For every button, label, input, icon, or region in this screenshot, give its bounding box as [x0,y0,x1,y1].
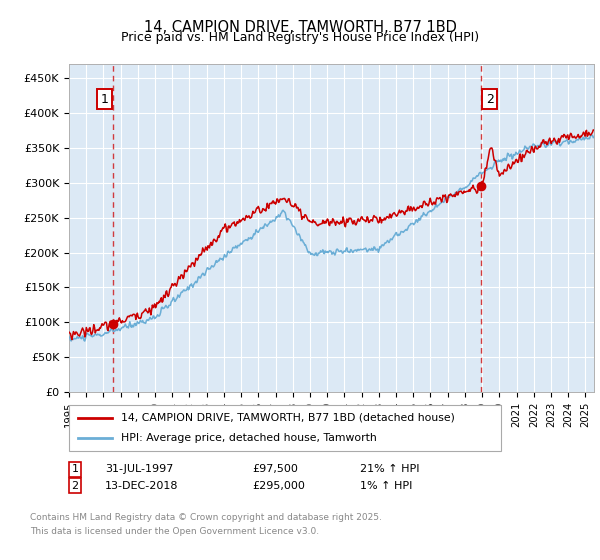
Text: This data is licensed under the Open Government Licence v3.0.: This data is licensed under the Open Gov… [30,528,319,536]
Text: 2: 2 [71,480,79,491]
Text: Price paid vs. HM Land Registry's House Price Index (HPI): Price paid vs. HM Land Registry's House … [121,31,479,44]
Text: Contains HM Land Registry data © Crown copyright and database right 2025.: Contains HM Land Registry data © Crown c… [30,513,382,522]
Text: 13-DEC-2018: 13-DEC-2018 [105,480,179,491]
Text: 14, CAMPION DRIVE, TAMWORTH, B77 1BD: 14, CAMPION DRIVE, TAMWORTH, B77 1BD [143,20,457,35]
Text: 2: 2 [486,93,494,106]
Text: £97,500: £97,500 [252,464,298,474]
Text: 31-JUL-1997: 31-JUL-1997 [105,464,173,474]
Text: 1: 1 [101,93,109,106]
Text: 1% ↑ HPI: 1% ↑ HPI [360,480,412,491]
Text: 14, CAMPION DRIVE, TAMWORTH, B77 1BD (detached house): 14, CAMPION DRIVE, TAMWORTH, B77 1BD (de… [121,413,455,423]
Text: HPI: Average price, detached house, Tamworth: HPI: Average price, detached house, Tamw… [121,433,377,443]
Text: 1: 1 [71,464,79,474]
Text: £295,000: £295,000 [252,480,305,491]
Text: 21% ↑ HPI: 21% ↑ HPI [360,464,419,474]
FancyBboxPatch shape [69,405,501,451]
